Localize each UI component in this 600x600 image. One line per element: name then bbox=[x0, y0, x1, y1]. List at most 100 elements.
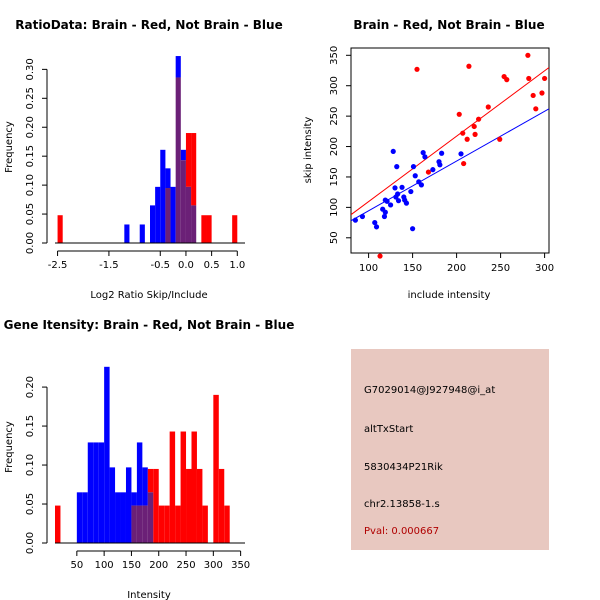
scatter-point-not-brain bbox=[420, 150, 426, 156]
scatter-point-not-brain bbox=[412, 173, 418, 179]
ratio-bar-not-brain bbox=[139, 224, 145, 243]
ratio-bar-not-brain bbox=[165, 168, 171, 189]
intensity-bar-not-brain bbox=[115, 492, 121, 543]
ratio-x-axis: -2.5 -1.5 -0.5 0.0 0.5 1.0 bbox=[48, 250, 245, 271]
scatter-point-not-brain bbox=[381, 213, 388, 220]
scatter-point-not-brain bbox=[388, 202, 394, 208]
scatter-point-not-brain bbox=[382, 209, 388, 215]
scatter-point-brain bbox=[456, 111, 462, 117]
ratio-y-tick-label: 0.20 bbox=[25, 116, 36, 138]
scatter-point-brain bbox=[377, 253, 383, 259]
intensity-bar-overlap bbox=[136, 505, 143, 543]
scatter-point-brain bbox=[461, 160, 467, 167]
intensity-xlabel: Intensity bbox=[127, 590, 171, 600]
pvalue-text: Pval: 0.000667 bbox=[364, 526, 440, 537]
event-type-text: altTxStart bbox=[364, 424, 414, 435]
intensity-bar-overlap bbox=[147, 492, 154, 543]
gene-name-text: 5830434P21Rik bbox=[364, 462, 443, 473]
ratio-bar-overlap bbox=[175, 77, 181, 243]
intensity-bar-brain bbox=[169, 431, 176, 543]
intensity-y-tick-label: 0.20 bbox=[25, 376, 36, 398]
scatter-point-brain bbox=[525, 52, 531, 58]
intensity-bar-not-brain bbox=[136, 442, 143, 506]
scatter-y-tick-label: 300 bbox=[329, 76, 340, 95]
ratio-histogram: RatioData: Brain - Red, Not Brain - Blue… bbox=[4, 18, 283, 301]
intensity-bar-not-brain bbox=[87, 442, 94, 543]
intensity-bar-not-brain bbox=[131, 492, 137, 506]
scatter-point-not-brain bbox=[384, 198, 390, 204]
scatter-point-brain bbox=[471, 123, 477, 130]
ratio-bars bbox=[55, 56, 245, 244]
scatter-point-brain bbox=[425, 169, 432, 175]
scatter-x-tick-label: 100 bbox=[359, 263, 378, 274]
intensity-bar-brain bbox=[55, 505, 61, 543]
intensity-bar-not-brain bbox=[76, 492, 83, 543]
scatter-point-not-brain bbox=[395, 191, 401, 197]
scatter-y-tick-label: 200 bbox=[329, 137, 340, 156]
intensity-ylabel: Frequency bbox=[4, 421, 15, 473]
ratio-bar-overlap bbox=[180, 160, 186, 243]
intensity-bar-not-brain bbox=[98, 442, 105, 543]
scatter-points bbox=[352, 52, 548, 259]
scatter-point-brain bbox=[526, 75, 532, 82]
intensity-y-tick-label: 0.10 bbox=[25, 454, 36, 476]
intensity-bar-brain bbox=[224, 505, 230, 543]
intensity-bar-not-brain bbox=[82, 492, 88, 543]
intensity-bar-brain bbox=[186, 468, 192, 543]
scatter-point-brain bbox=[476, 116, 482, 122]
scatter-fit-lines bbox=[351, 67, 549, 222]
ratio-bar-not-brain bbox=[180, 149, 186, 161]
intensity-bar-brain bbox=[175, 505, 181, 543]
ratio-x-tick-label: 1.0 bbox=[229, 260, 245, 271]
intensity-bar-brain bbox=[196, 468, 203, 543]
scatter-point-not-brain bbox=[395, 198, 402, 204]
scatter-point-brain bbox=[464, 136, 470, 142]
ratio-x-tick-label: 0.5 bbox=[204, 260, 220, 271]
ratio-y-axis: 0.00 0.05 0.10 0.15 0.20 0.25 0.30 bbox=[25, 58, 48, 254]
scatter-point-not-brain bbox=[392, 185, 398, 191]
gene-intensity-histogram: Gene Itensity: Brain - Red, Not Brain - … bbox=[4, 318, 295, 600]
scatter-point-not-brain bbox=[359, 213, 366, 220]
scatter-point-not-brain bbox=[430, 167, 436, 173]
ratio-x-tick-label: -0.5 bbox=[151, 260, 171, 271]
intensity-bar-brain bbox=[147, 468, 154, 493]
scatter-point-not-brain bbox=[439, 150, 445, 156]
ratio-x-tick-label: 0.0 bbox=[178, 260, 194, 271]
intensity-bar-brain bbox=[180, 431, 187, 543]
scatter-point-not-brain bbox=[458, 151, 464, 157]
scatter-y-tick-label: 50 bbox=[329, 231, 340, 244]
ratio-title: RatioData: Brain - Red, Not Brain - Blue bbox=[15, 18, 282, 32]
scatter-point-not-brain bbox=[372, 219, 378, 226]
intensity-bar-not-brain bbox=[120, 492, 126, 543]
ratio-bar-not-brain bbox=[155, 186, 161, 243]
scatter-x-tick-label: 150 bbox=[403, 263, 422, 274]
scatter-y-tick-label: 150 bbox=[329, 167, 340, 186]
scatter-point-brain bbox=[414, 66, 420, 72]
ratio-bar-overlap bbox=[165, 188, 171, 243]
scatter-y-tick-label: 350 bbox=[329, 46, 340, 65]
scatter-y-tick-label: 250 bbox=[329, 107, 340, 126]
intensity-bar-not-brain bbox=[104, 366, 110, 543]
scatter-point-brain bbox=[497, 136, 503, 142]
intensity-x-tick-label: 200 bbox=[149, 560, 168, 571]
ratio-y-tick-label: 0.05 bbox=[25, 203, 36, 225]
intensity-bar-overlap bbox=[131, 505, 137, 543]
ratio-bar-brain bbox=[206, 215, 212, 243]
ratio-bar-brain bbox=[185, 133, 192, 187]
ratio-y-tick-label: 0.30 bbox=[25, 58, 36, 80]
intensity-bar-overlap bbox=[142, 505, 148, 543]
intensity-title: Gene Itensity: Brain - Red, Not Brain - … bbox=[4, 318, 295, 332]
scatter-point-not-brain bbox=[408, 188, 414, 195]
ratio-xlabel: Log2 Ratio Skip/Include bbox=[90, 290, 207, 301]
ratio-ylabel: Frequency bbox=[4, 121, 15, 173]
scatter-x-tick-label: 200 bbox=[447, 263, 466, 274]
scatter-point-not-brain bbox=[390, 148, 396, 155]
intensity-y-tick-label: 0.00 bbox=[25, 532, 36, 554]
intensity-y-tick-label: 0.05 bbox=[25, 493, 36, 515]
ratio-y-tick-label: 0.25 bbox=[25, 87, 36, 109]
scatter-point-not-brain bbox=[422, 154, 428, 160]
ratio-bar-overlap bbox=[185, 186, 192, 243]
scatter-point-brain bbox=[485, 104, 491, 110]
ratio-bar-not-brain bbox=[150, 205, 156, 243]
